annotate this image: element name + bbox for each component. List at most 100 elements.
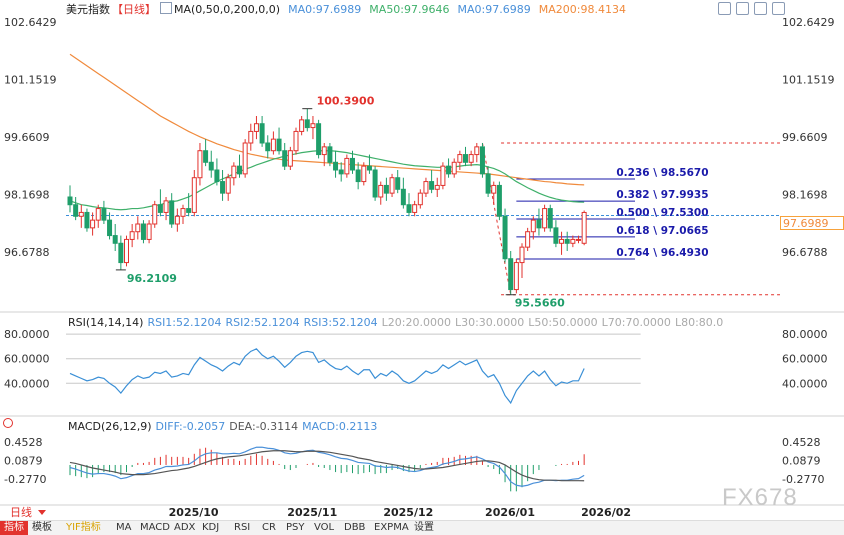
candle-body: [157, 204, 163, 213]
period-label[interactable]: 【日线】: [112, 3, 156, 16]
toolbar-tab[interactable]: EXPMA: [374, 522, 409, 533]
candle-body: [463, 154, 468, 163]
candle-body: [446, 165, 452, 175]
candle-body: [259, 123, 265, 144]
symbol-name: 美元指数: [66, 3, 110, 16]
candle-body: [333, 161, 339, 171]
candle-body: [180, 208, 186, 217]
current-price: 97.6989: [783, 217, 829, 230]
macd-value: MACD:0.2113: [302, 420, 378, 433]
candle-body: [395, 177, 401, 190]
rsi1-line: [69, 348, 585, 405]
candle-body: [502, 215, 508, 260]
fib-level-label: 0.618 \ 97.0665: [616, 225, 708, 237]
toolbar-tab[interactable]: KDJ: [202, 522, 220, 533]
toolbar-tab[interactable]: RSI: [234, 522, 251, 533]
macd-tick-left: 0.4528: [4, 436, 43, 449]
rsi-tick-right: 60.0000: [782, 353, 828, 366]
candle-body: [440, 165, 446, 186]
y-tick-label-left: 98.1698: [4, 188, 50, 201]
candle-body: [163, 200, 169, 213]
macd-dea-line: [69, 450, 585, 482]
rsi-l20: L20:20.0000: [381, 316, 451, 329]
toolbar-tab[interactable]: 指标: [0, 521, 28, 535]
candle-body: [451, 161, 457, 175]
y-tick-label-right: 101.1519: [782, 73, 835, 86]
fib-trend-line: [481, 142, 512, 295]
bottom-toolbar: 指标 模板 YIF指标 MA MACD ADX KDJ RSI CR PSY VOL DBB EXPMA…: [0, 520, 844, 535]
candle-body: [485, 173, 491, 194]
candle-body: [146, 223, 152, 240]
candle-body: [530, 219, 536, 233]
macd-tick-left: -0.2770: [4, 473, 46, 486]
toolbar-tab[interactable]: YIF指标: [66, 522, 101, 533]
candle-body: [361, 165, 367, 183]
candle-body: [95, 208, 101, 221]
candle-body: [581, 211, 587, 244]
candle-body: [338, 169, 344, 175]
candle-body: [214, 169, 220, 183]
macd-title: MACD(26,12,9): [68, 420, 152, 433]
candle-body: [78, 211, 84, 217]
ma0b-value: MA0:97.6989: [457, 3, 531, 16]
candle-body: [84, 211, 90, 229]
candle-body: [316, 123, 322, 156]
toolbar-tab[interactable]: DBB: [344, 522, 366, 533]
candle-body: [519, 246, 525, 264]
candle-body: [282, 150, 288, 167]
toolbar-tab[interactable]: PSY: [286, 522, 305, 533]
toolbar-tab[interactable]: MA: [116, 522, 132, 533]
toolbar-tab[interactable]: CR: [262, 522, 276, 533]
candle-body: [457, 154, 463, 163]
macd-tick-right: 0.4528: [782, 436, 821, 449]
ma0-value: MA0:97.6989: [288, 3, 362, 16]
rsi-header: RSI(14,14,14) RSI1:52.1204 RSI2:52.1204 RSI…: [68, 315, 731, 331]
candle-body: [429, 181, 435, 190]
zoom-out-icon[interactable]: [736, 2, 749, 15]
macd-settings-icon[interactable]: [3, 418, 13, 428]
toolbar-tab[interactable]: 设置: [414, 522, 434, 533]
rsi-title: RSI(14,14,14): [68, 316, 144, 329]
candle-body: [129, 231, 135, 240]
candle-body: [559, 238, 565, 244]
candle-body: [536, 219, 542, 229]
scroll-right-icon[interactable]: [772, 2, 785, 15]
rsi-l70: L70:70.0000: [601, 316, 671, 329]
candle-body: [508, 258, 514, 291]
ma200-value: MA200:98.4134: [538, 3, 626, 16]
date-label: 2026/01: [485, 506, 535, 519]
rsi-tick-left: 40.0000: [4, 377, 50, 390]
candle-body: [366, 165, 372, 171]
toolbar-tab[interactable]: 模板: [32, 522, 52, 533]
date-label: 2025/11: [287, 506, 337, 519]
candle-body: [355, 169, 361, 183]
candle-body: [242, 142, 248, 175]
macd-header: MACD(26,12,9) DIFF:-0.2057 DEA:-0.3114 MACD…: [68, 419, 385, 435]
candle-body: [197, 150, 203, 179]
toolbar-tab[interactable]: ADX: [174, 522, 196, 533]
candle-body: [496, 184, 502, 217]
fib-level-label: 0.236 \ 98.5670: [616, 167, 708, 179]
low1-annotation: 96.2109: [127, 272, 177, 285]
period-button[interactable]: 日线: [0, 505, 48, 520]
candle-body: [417, 192, 423, 206]
rsi-pane: 80.0000 80.0000 60.0000 60.0000 40.0000 40.00…: [4, 328, 828, 405]
candle-body: [231, 165, 237, 179]
toolbar-tab[interactable]: MACD: [140, 522, 170, 533]
y-tick-label-right: 96.6788: [782, 246, 828, 259]
low2-annotation: 95.5660: [515, 297, 565, 310]
y-tick-label-left: 96.6788: [4, 246, 50, 259]
toolbar-tab[interactable]: VOL: [314, 522, 335, 533]
candle-body: [208, 161, 214, 171]
zoom-in-icon[interactable]: [718, 2, 731, 15]
scroll-left-icon[interactable]: [754, 2, 767, 15]
ma-settings-icon[interactable]: [160, 2, 172, 14]
rsi-l50: L50:50.0000: [528, 316, 598, 329]
macd-diff-value: DIFF:-0.2057: [155, 420, 226, 433]
candle-body: [304, 119, 310, 129]
date-label: 2026/02: [581, 506, 631, 519]
candle-body: [372, 169, 378, 198]
candle-body: [474, 146, 480, 156]
candle-body: [299, 119, 305, 132]
